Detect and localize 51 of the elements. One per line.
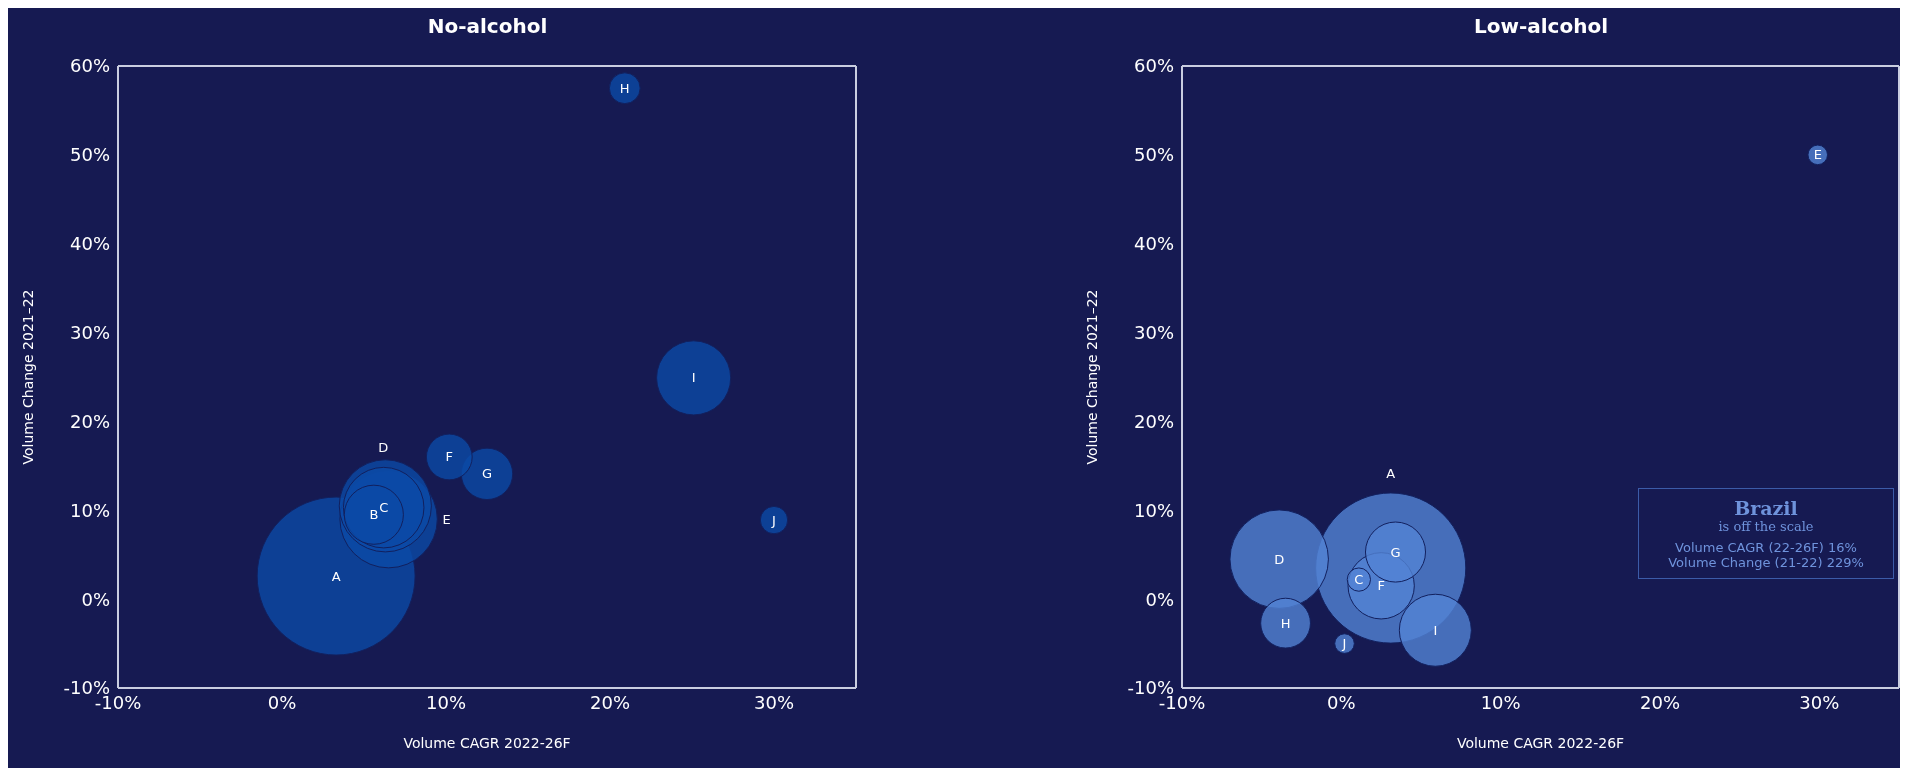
y-axis-title: Volume Change 2021–22 (19, 289, 36, 465)
x-tick-label: 10% (425, 691, 467, 713)
series-label: A (1386, 465, 1396, 481)
x-tick-label: 20% (1639, 691, 1681, 713)
series-label: E (1813, 147, 1822, 163)
x-tick-label: 20% (589, 691, 631, 713)
x-tick-label: 10% (1480, 691, 1521, 713)
chart-title: No-alcohol (426, 14, 549, 38)
annotation: is off the scale (1717, 519, 1815, 534)
series-label: E (442, 511, 451, 527)
series-label: G (481, 466, 493, 482)
series-label: F (445, 449, 454, 465)
annotation: Brazil (1733, 497, 1799, 519)
series-label: A (331, 568, 341, 584)
y-tick-label: 0% (81, 588, 110, 610)
x-tick-label: 0% (267, 691, 297, 713)
x-axis-title: Volume CAGR 2022-26F (403, 735, 571, 751)
y-tick-label: 10% (69, 499, 110, 521)
y-tick-label: 20% (69, 410, 110, 432)
series-label: J (771, 512, 776, 528)
series-label: H (619, 80, 630, 96)
y-tick-label: 20% (1133, 410, 1174, 432)
series-label: D (1274, 551, 1285, 567)
y-tick-label: 60% (1133, 55, 1174, 77)
y-tick-label: 30% (69, 321, 110, 343)
series-label: F (1377, 578, 1385, 594)
y-tick-label: 50% (69, 144, 110, 166)
y-axis-title: Volume Change 2021–22 (1083, 289, 1100, 465)
series-label: C (1354, 572, 1364, 588)
series-label: J (1341, 636, 1347, 652)
series-label: G (1390, 544, 1401, 560)
annotation: Volume CAGR (22-26F) 16% (1674, 540, 1858, 555)
y-tick-label: 50% (1133, 144, 1174, 166)
annotation: Volume Change (21-22) 229% (1667, 555, 1865, 570)
series-label: I (1433, 622, 1438, 638)
x-tick-label: 30% (1799, 691, 1840, 713)
y-tick-label: 60% (69, 55, 110, 77)
series-label: C (379, 500, 389, 516)
y-tick-label: 0% (1145, 588, 1174, 610)
series-label: B (369, 507, 379, 523)
x-axis-title: Volume CAGR 2022-26F (1456, 735, 1625, 751)
x-tick-label: 0% (1327, 691, 1356, 713)
y-tick-label: 40% (1133, 233, 1174, 255)
chart-title: Low-alcohol (1472, 14, 1609, 38)
series-label: H (1280, 615, 1291, 631)
series-label: I (691, 370, 696, 386)
y-tick-label: 10% (1133, 499, 1174, 521)
y-tick-label: 40% (69, 233, 110, 255)
x-tick-label: 30% (753, 691, 795, 713)
y-tick-label: 30% (1133, 321, 1174, 343)
series-label: D (378, 440, 389, 456)
